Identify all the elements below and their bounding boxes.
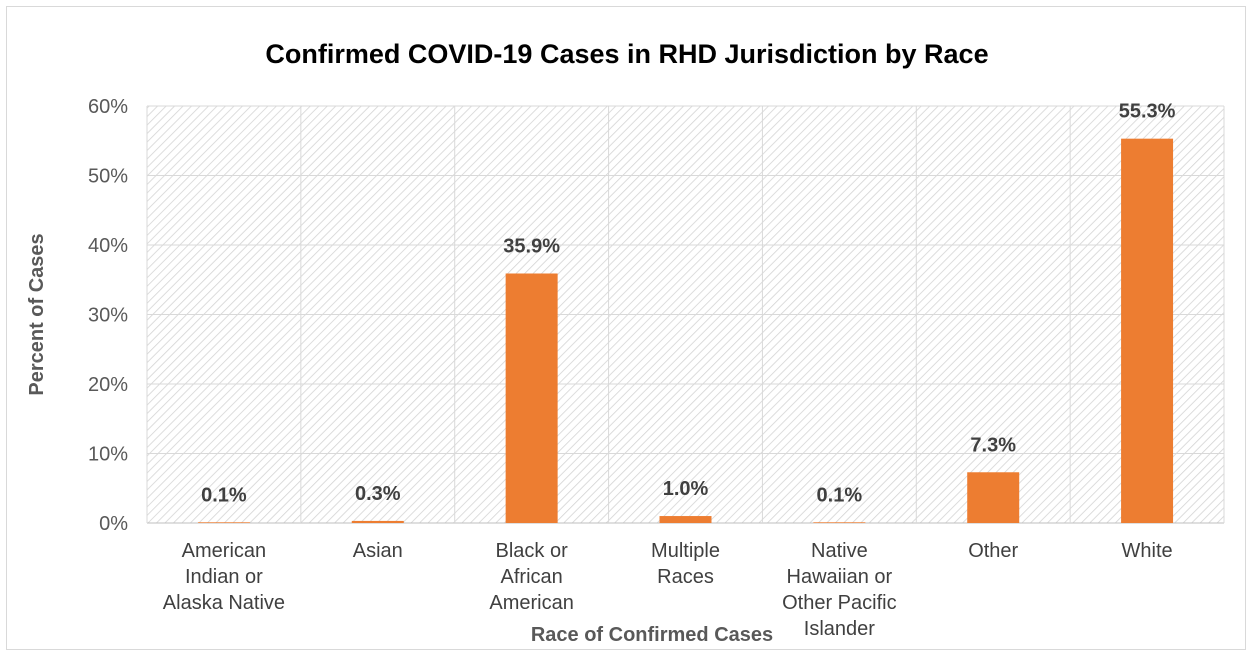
data-label: 55.3%	[1119, 101, 1176, 123]
x-tick-label: Black or African American	[489, 540, 573, 614]
bar	[659, 516, 712, 523]
x-tick-label: White	[1122, 540, 1173, 562]
bar	[505, 273, 558, 523]
data-labels: 0.1% 0.3% 35.9% 1.0% 0.1% 7.3% 55.3%	[201, 101, 1176, 507]
chart-title: Confirmed COVID-19 Cases in RHD Jurisdic…	[265, 39, 988, 69]
x-tick-label: Asian	[353, 540, 403, 562]
y-tick-label: 30%	[88, 305, 128, 327]
x-tick-label: Multiple Races	[651, 540, 720, 588]
data-label: 7.3%	[970, 434, 1016, 456]
category-labels: American Indian or Alaska Native Asian Black…	[163, 540, 1173, 640]
y-axis-title: Percent of Cases	[26, 233, 48, 395]
data-label: 0.3%	[355, 483, 401, 505]
data-label: 1.0%	[663, 478, 709, 500]
bar	[197, 522, 250, 523]
data-label: 0.1%	[201, 484, 247, 506]
y-tick-label: 50%	[88, 166, 128, 188]
bar	[967, 472, 1020, 523]
y-tick-label: 0%	[99, 513, 128, 535]
bar	[351, 520, 404, 523]
y-tick-label: 40%	[88, 235, 128, 257]
y-tick-label: 60%	[88, 96, 128, 118]
x-tick-label: Other	[968, 540, 1018, 562]
bars	[197, 138, 1174, 524]
x-axis-title: Race of Confirmed Cases	[531, 624, 773, 646]
data-label: 35.9%	[503, 235, 560, 257]
bar	[813, 522, 866, 523]
data-label: 0.1%	[817, 484, 863, 506]
y-tick-label: 20%	[88, 374, 128, 396]
bar	[1121, 138, 1174, 524]
x-tick-label: Native Hawaiian or Other Pacific Islander	[782, 540, 896, 640]
gridlines	[146, 105, 1225, 524]
y-tick-label: 10%	[88, 444, 128, 466]
x-tick-label: American Indian or Alaska Native	[163, 540, 285, 614]
y-axis-ticks: 0% 10% 20% 30% 40% 50% 60%	[88, 96, 128, 535]
